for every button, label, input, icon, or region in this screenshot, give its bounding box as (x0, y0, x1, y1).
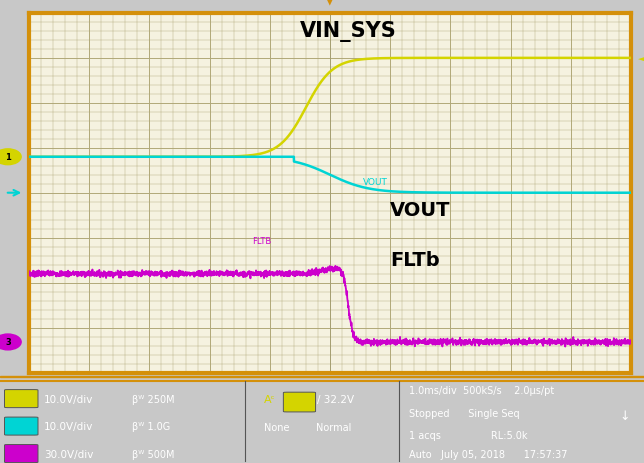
Circle shape (0, 150, 21, 165)
Text: FLTB: FLTB (252, 236, 271, 245)
Text: C1: C1 (292, 397, 307, 407)
Text: βᵂ 500M: βᵂ 500M (132, 449, 175, 458)
Text: 3: 3 (5, 338, 11, 347)
Text: 30.0V/div: 30.0V/div (44, 449, 93, 458)
Text: FLTb: FLTb (390, 251, 440, 269)
Text: VOUT: VOUT (390, 200, 451, 219)
Text: 10.0V/div: 10.0V/div (44, 421, 93, 431)
Text: C3: C3 (14, 448, 28, 458)
Text: 1: 1 (5, 153, 11, 162)
Text: Aᶜ: Aᶜ (264, 394, 276, 404)
FancyBboxPatch shape (5, 417, 38, 435)
Text: 10.0V/div: 10.0V/div (44, 394, 93, 404)
FancyBboxPatch shape (5, 390, 38, 408)
Text: VIN_SYS: VIN_SYS (299, 21, 397, 42)
Text: ▼: ▼ (325, 0, 335, 6)
Circle shape (0, 334, 21, 350)
Text: ◄: ◄ (638, 54, 644, 64)
Text: / 32.2V: / 32.2V (317, 394, 354, 404)
Text: Stopped      Single Seq: Stopped Single Seq (409, 408, 520, 418)
Text: βᵂ 250M: βᵂ 250M (132, 394, 175, 404)
Text: C1: C1 (14, 393, 28, 403)
FancyBboxPatch shape (5, 444, 38, 463)
Text: βᵂ 1.0G: βᵂ 1.0G (132, 421, 170, 431)
Text: Normal: Normal (316, 422, 351, 432)
Text: 1 acqs                RL:5.0k: 1 acqs RL:5.0k (409, 430, 527, 440)
Text: ↓: ↓ (620, 409, 630, 422)
Text: 1.0ms/div  500kS/s    2.0μs/pt: 1.0ms/div 500kS/s 2.0μs/pt (409, 385, 554, 395)
Text: C2: C2 (14, 420, 28, 430)
Text: None: None (264, 422, 290, 432)
Text: VOUT: VOUT (363, 177, 388, 186)
Text: Auto   July 05, 2018      17:57:37: Auto July 05, 2018 17:57:37 (409, 450, 567, 459)
FancyBboxPatch shape (283, 392, 316, 412)
